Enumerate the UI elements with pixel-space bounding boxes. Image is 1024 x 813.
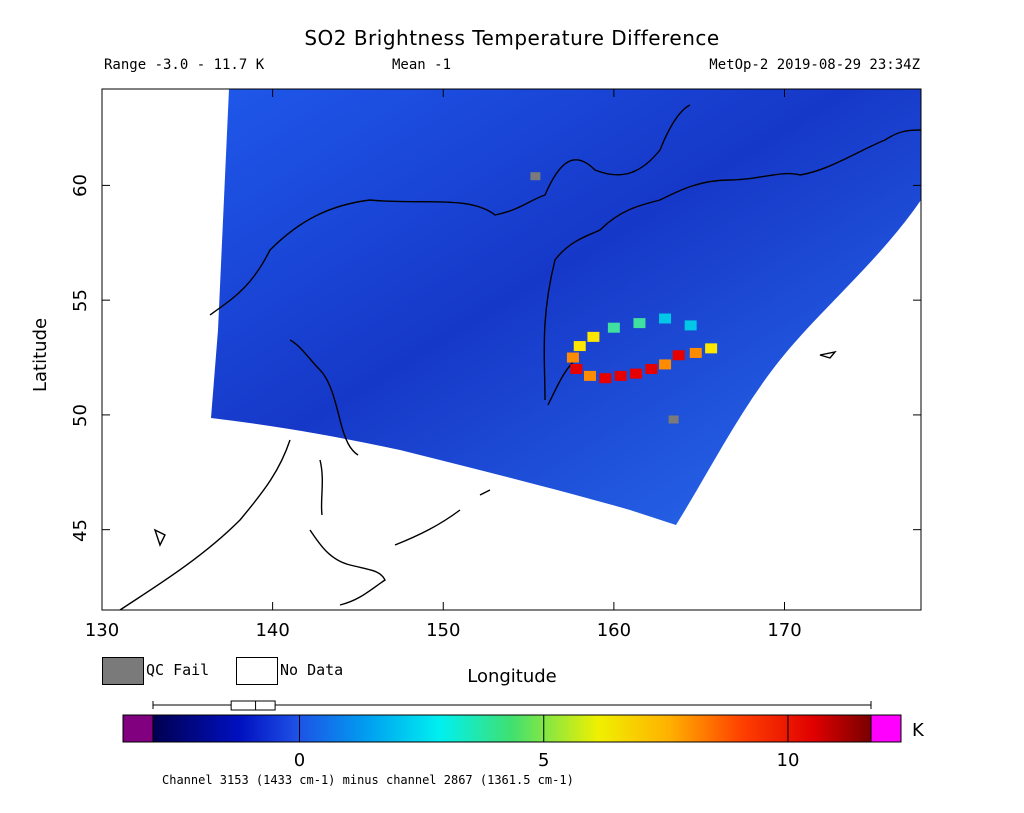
chart-title: SO2 Brightness Temperature Difference	[304, 26, 720, 50]
colorbar-over	[870, 714, 902, 743]
plume-pixel	[630, 368, 643, 379]
plume-pixel	[614, 370, 627, 381]
plot-frame	[101, 88, 922, 611]
x-tick-label: 160	[596, 620, 632, 641]
qc-fail-swatch	[102, 657, 144, 685]
colorbar-under	[122, 714, 154, 743]
x-tick-label: 140	[255, 620, 290, 641]
y-tick-label: 55	[70, 289, 91, 313]
plume-pixel	[684, 320, 697, 331]
qc-fail-label: QC Fail	[146, 661, 210, 679]
colorbar	[152, 714, 872, 743]
plume-pixel	[705, 343, 718, 354]
colorbar-boxplot	[152, 700, 872, 711]
plume-pixel	[573, 341, 586, 352]
y-tick-marks	[102, 184, 921, 531]
plume-pixel	[689, 347, 702, 358]
no-data-swatch	[236, 657, 278, 685]
plume-pixel	[566, 352, 579, 363]
qc-fail-pixels	[530, 172, 679, 424]
x-tick-marks	[101, 89, 785, 610]
plume-pixel	[570, 364, 583, 375]
range-label: Range -3.0 - 11.7 K	[104, 57, 265, 73]
x-tick-label: 150	[426, 620, 461, 641]
x-tick-label: 130	[84, 620, 120, 641]
qc-fail-pixel	[668, 415, 679, 424]
plume-pixel	[659, 313, 672, 324]
satellite-time-label: MetOp-2 2019-08-29 23:34Z	[709, 57, 920, 73]
x-tick-label: 170	[767, 620, 802, 641]
colorbar-tick-marks	[299, 715, 789, 742]
plume-pixel	[645, 364, 658, 375]
x-axis-label: Longitude	[467, 666, 557, 687]
channel-note: Channel 3153 (1433 cm-1) minus channel 2…	[162, 773, 574, 787]
plume-pixel	[587, 331, 600, 342]
plume-pixel	[583, 370, 596, 381]
colorbar-tick-label: 5	[538, 750, 550, 771]
plume-pixel	[607, 322, 620, 333]
colorbar-tick-label: 0	[293, 750, 306, 771]
plume-pixel	[599, 373, 612, 384]
colorbar-unit: K	[912, 720, 924, 741]
y-axis-label: Latitude	[30, 317, 51, 392]
mean-label: Mean -1	[392, 57, 452, 73]
plume-pixel	[672, 350, 685, 361]
no-data-label: No Data	[280, 661, 344, 679]
y-tick-label: 60	[70, 174, 91, 198]
so2-plume	[566, 313, 718, 384]
plume-pixel	[659, 359, 672, 370]
swath-data-field	[211, 89, 921, 525]
qc-fail-pixel	[530, 172, 541, 181]
colorbar-tick-label: 10	[776, 750, 800, 771]
plume-pixel	[633, 318, 646, 329]
y-tick-label: 50	[70, 404, 91, 427]
y-tick-label: 45	[70, 518, 91, 542]
coastlines	[119, 104, 921, 610]
